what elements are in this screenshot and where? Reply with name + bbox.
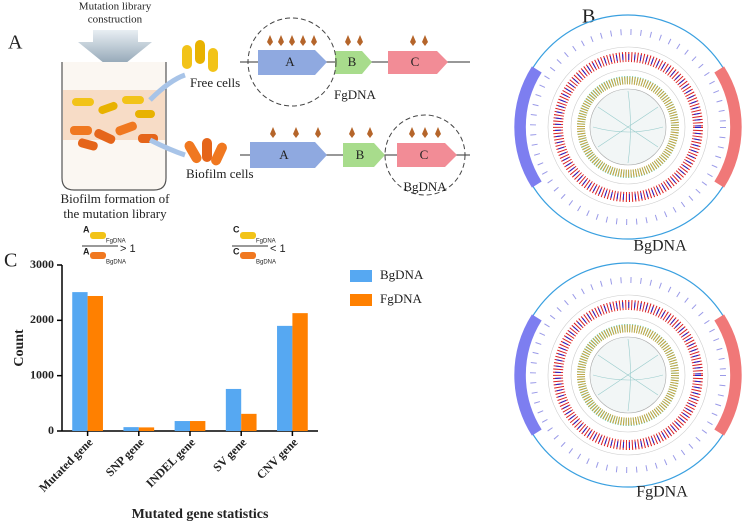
panel-label: B bbox=[582, 6, 595, 28]
bar bbox=[225, 388, 242, 431]
biofilm-text: the mutation library bbox=[63, 206, 167, 221]
ratio-gene: A bbox=[83, 224, 90, 234]
bar bbox=[174, 421, 190, 431]
panel-label: C bbox=[4, 250, 17, 272]
y-tick-label: 0 bbox=[48, 423, 54, 437]
legend-label: FgDNA bbox=[380, 291, 423, 306]
circos-caption: BgDNA bbox=[633, 238, 687, 255]
x-tick-label: CNV gene bbox=[254, 435, 301, 482]
circos-plot bbox=[516, 263, 740, 487]
flow-arrow bbox=[148, 72, 186, 102]
gene-label: A bbox=[285, 54, 295, 69]
legend-swatch bbox=[350, 294, 372, 306]
bar bbox=[241, 413, 257, 431]
ratio-sub: FgDNA bbox=[106, 239, 126, 245]
bar bbox=[87, 295, 103, 431]
flow-arrow bbox=[148, 137, 186, 158]
ratio-sub: BgDNA bbox=[256, 260, 276, 266]
x-tick-label: SNP gene bbox=[103, 435, 148, 480]
dna-label: FgDNA bbox=[334, 87, 377, 102]
biofilm-cells-label: Biofilm cells bbox=[186, 166, 254, 181]
y-axis-title: Count bbox=[12, 329, 27, 367]
panel-label: A bbox=[8, 32, 23, 54]
ratio-gene: A bbox=[83, 246, 90, 256]
ratio-icon bbox=[82, 232, 268, 259]
ratio-sub: FgDNA bbox=[256, 239, 276, 245]
construction-text: Mutation library bbox=[79, 1, 152, 13]
bar bbox=[190, 421, 206, 431]
bar bbox=[277, 325, 293, 431]
gene-label: B bbox=[356, 147, 365, 162]
construction-text: construction bbox=[88, 14, 143, 26]
y-tick-label: 1000 bbox=[30, 367, 54, 381]
ratio-gene: C bbox=[233, 224, 240, 234]
free-cells-label: Free cells bbox=[190, 75, 240, 90]
biofilm-text: Biofilm formation of bbox=[60, 191, 170, 206]
x-tick-label: INDEL gene bbox=[143, 435, 198, 490]
bar bbox=[292, 313, 308, 431]
x-axis-title: Mutated gene statistics bbox=[132, 507, 269, 522]
circos-caption: FgDNA bbox=[636, 484, 688, 501]
legend-swatch bbox=[350, 270, 372, 282]
gene-label: C bbox=[411, 54, 420, 69]
gene-label: C bbox=[420, 147, 429, 162]
bar bbox=[138, 427, 155, 431]
bar-chart: 0 1000 2000 3000 Count Mutated gene statistic… bbox=[12, 257, 424, 522]
x-tick-label: Mutated gene bbox=[36, 435, 96, 495]
cells bbox=[70, 40, 227, 166]
ratio-relation: < 1 bbox=[270, 243, 286, 255]
gene-label: B bbox=[348, 54, 357, 69]
ratio-gene: C bbox=[233, 246, 240, 256]
gene-row bbox=[240, 17, 470, 107]
gene-label: A bbox=[279, 147, 289, 162]
ratio-sub: BgDNA bbox=[106, 260, 126, 266]
x-tick-label: SV gene bbox=[210, 435, 250, 475]
y-tick-label: 2000 bbox=[30, 312, 54, 326]
circos-plot bbox=[516, 15, 740, 239]
funnel-arrow bbox=[78, 30, 152, 72]
legend-label: BgDNA bbox=[380, 267, 424, 282]
ratio-relation: > 1 bbox=[120, 243, 136, 255]
dna-label: BgDNA bbox=[403, 179, 447, 194]
bar bbox=[123, 427, 139, 431]
bar bbox=[72, 292, 88, 431]
gene-row bbox=[240, 114, 470, 196]
y-tick-label: 3000 bbox=[30, 257, 54, 271]
